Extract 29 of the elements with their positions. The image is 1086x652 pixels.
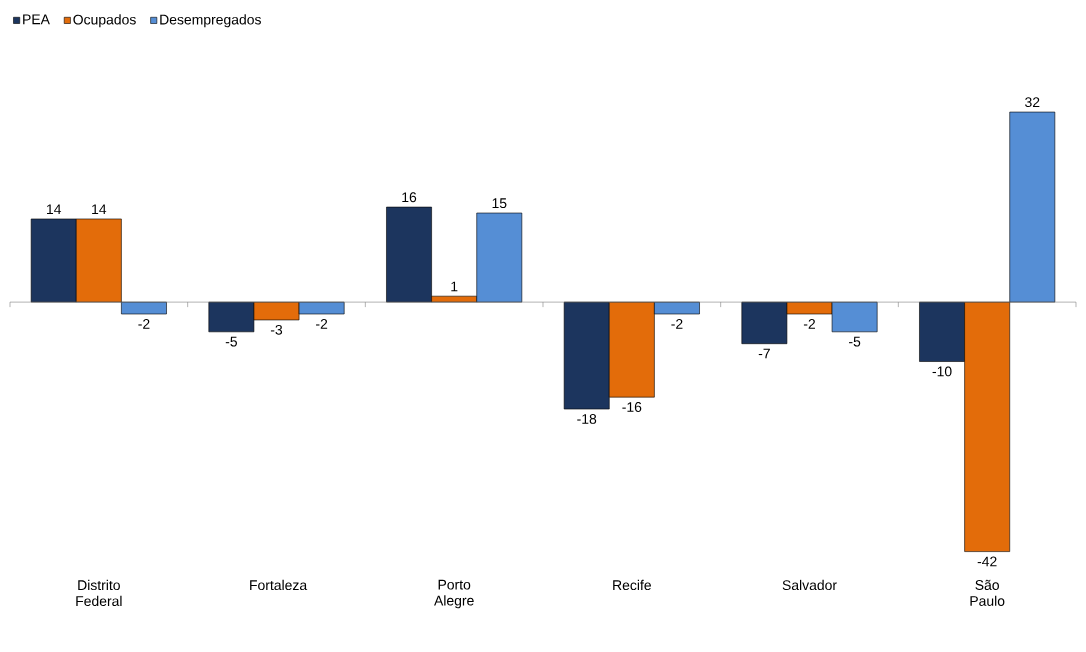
data-label: -16 (622, 402, 642, 412)
data-label: -5 (849, 336, 861, 347)
data-label: -2 (316, 318, 328, 329)
data-label: -42 (977, 556, 997, 567)
data-label: -2 (803, 318, 815, 329)
x-tick-label: São Paulo (970, 579, 1005, 606)
legend-label: PEA (23, 14, 50, 25)
data-label: 15 (492, 198, 507, 209)
x-tick-label: Porto Alegre (434, 579, 474, 609)
data-label: 16 (402, 192, 417, 203)
data-label: -3 (270, 324, 283, 335)
data-label: -7 (758, 348, 770, 359)
bar (121, 301, 167, 315)
x-tick-label: Salvador (782, 579, 837, 591)
data-label: -2 (671, 318, 683, 329)
data-label: 32 (1025, 97, 1040, 108)
data-label: -5 (225, 336, 237, 347)
x-tick-label: Recife (613, 579, 651, 591)
data-label: -10 (932, 366, 952, 377)
legend-label: Desempregados (160, 14, 261, 28)
legend-label: Ocupados (73, 14, 136, 28)
bar (1009, 111, 1056, 303)
data-label: 14 (92, 204, 107, 215)
data-label: -18 (577, 413, 597, 424)
data-label: 1 (451, 281, 458, 292)
x-tick-label: Distrito Federal (76, 579, 122, 607)
data-label: 14 (47, 204, 62, 215)
x-tick-label: Fortaleza (250, 579, 308, 591)
data-label: -2 (138, 318, 150, 329)
